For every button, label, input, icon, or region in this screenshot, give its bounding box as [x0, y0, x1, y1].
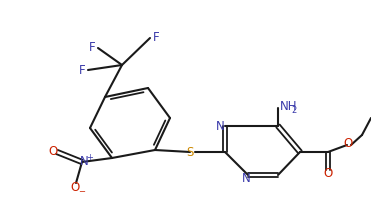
Text: NH: NH: [280, 99, 298, 112]
Text: +: +: [86, 153, 93, 162]
Text: N: N: [216, 119, 224, 133]
Text: F: F: [89, 41, 95, 54]
Text: O: O: [48, 144, 58, 157]
Text: O: O: [344, 136, 352, 149]
Text: 2: 2: [291, 106, 297, 114]
Text: N: N: [242, 172, 250, 185]
Text: −: −: [79, 187, 85, 196]
Text: O: O: [324, 166, 333, 179]
Text: N: N: [80, 155, 88, 168]
Text: F: F: [153, 30, 159, 43]
Text: O: O: [70, 181, 80, 194]
Text: F: F: [79, 63, 85, 77]
Text: S: S: [186, 146, 194, 159]
